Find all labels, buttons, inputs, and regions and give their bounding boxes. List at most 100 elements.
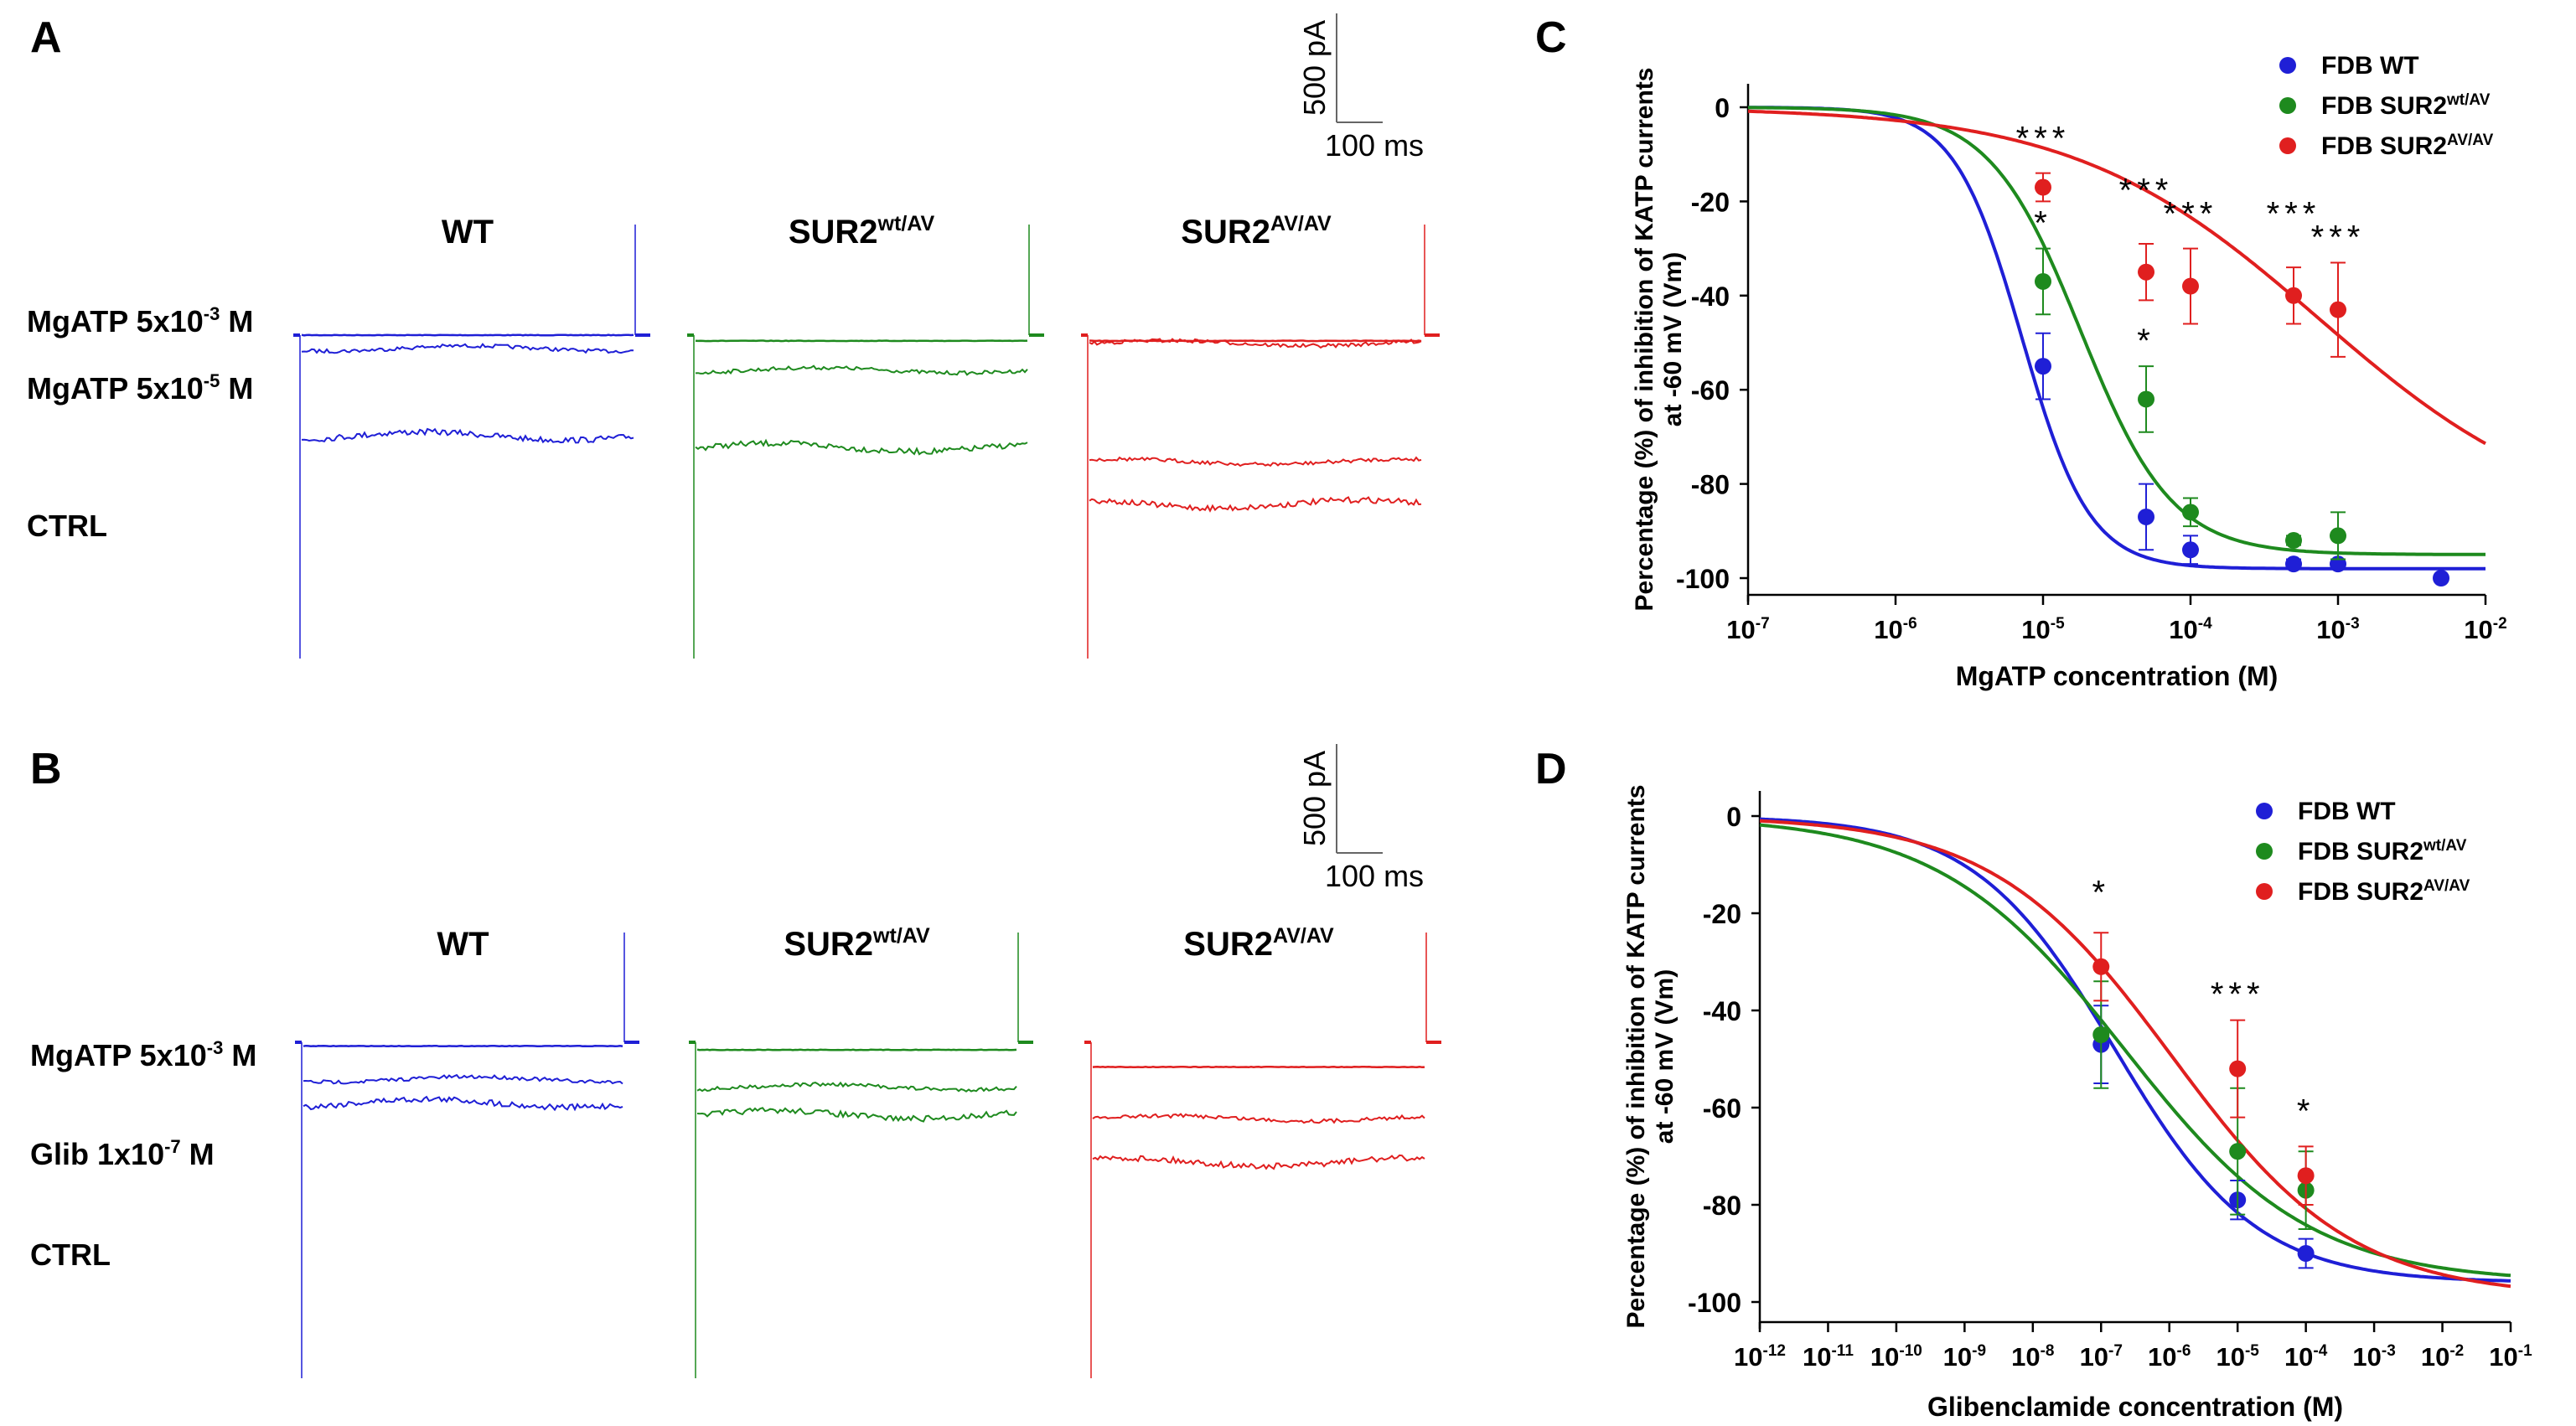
row-label: MgATP 5x10-3 M [27,303,253,338]
x-tick-label: 10-6 [1874,615,1916,644]
current-trace [695,438,1028,456]
data-point [2138,508,2155,525]
significance-marker: *** [2164,196,2218,233]
data-point [2182,277,2199,295]
y-tick-label: 0 [1726,802,1741,832]
chart-panel-d: 0 -20 -40 -60 -80 -100 10-12 10-11 10-10 10-9 10-8… [1622,785,2532,1422]
scale-current-label: 500 pA [1297,20,1332,116]
significance-marker: * [2092,874,2110,911]
data-point [2297,1167,2315,1185]
x-tick-label: 10-3 [2352,1342,2395,1372]
current-trace [695,364,1028,376]
y-tick-label: -60 [1703,1093,1741,1124]
x-tick-label: 10-11 [1803,1342,1854,1372]
y-tick-label: -80 [1703,1191,1741,1221]
data-point [2330,527,2346,545]
data-point [2092,1026,2110,1043]
current-trace [1092,1113,1425,1124]
x-tick-label: 10-10 [1870,1342,1922,1372]
legend-label: FDB SUR2wt/AV [2321,91,2491,120]
data-point [2229,1143,2247,1160]
data-point [2433,570,2450,586]
data-point [2035,272,2051,290]
legend-label: FDB WT [2321,52,2419,80]
x-tick-label: 10-5 [2021,615,2065,644]
row-label: Glib 1x10-7 M [30,1136,215,1171]
x-tick-label: 10-12 [1734,1342,1786,1372]
y-axis-label-line1: Percentage (%) of inhibition of KATP cur… [1631,68,1658,612]
data-point [2285,555,2303,573]
current-trace [303,1073,623,1085]
x-tick-label: 10-4 [2169,615,2212,644]
row-label: MgATP 5x10-3 M [30,1037,256,1072]
row-label: CTRL [30,1237,111,1272]
current-trace [303,1095,623,1112]
group-label: SUR2wt/AV [784,924,930,963]
x-tick-label: 10-7 [2080,1342,2123,1372]
significance-marker: *** [2211,976,2265,1013]
x-tick-label: 10-6 [2148,1342,2191,1372]
row-label: MgATP 5x10-5 M [27,370,253,406]
group-label: SUR2AV/AV [1181,212,1332,251]
x-axis-label: MgATP concentration (M) [1956,661,2279,691]
data-point [2138,263,2155,281]
data-point [2092,958,2110,975]
significance-marker: * [2137,323,2155,359]
x-tick-label: 10-9 [1943,1342,1986,1372]
y-tick-label: -80 [1691,470,1730,500]
data-point [2182,541,2199,559]
group-label: SUR2AV/AV [1183,924,1334,963]
data-point [2297,1245,2315,1262]
current-trace [301,427,634,444]
current-trace [696,1081,1017,1093]
panel-letter-b: B [30,745,62,793]
x-tick-label: 10-2 [2464,615,2506,644]
y-axis-label-line2: at -60 mV (Vm) [1659,252,1687,426]
legend-marker [2279,137,2296,154]
significance-marker: *** [2267,196,2321,233]
current-trace [301,333,634,337]
row-label: CTRL [27,509,107,543]
legend-marker [2256,843,2273,860]
chart-panel-c: 0 -20 -40 -60 -80 -100 10-7 10-6 10-5 10-4 10-3 10-… [1631,52,2507,691]
data-point [2182,504,2199,521]
y-tick-label: -60 [1691,375,1730,406]
legend-label: FDB SUR2wt/AV [2298,837,2467,865]
traces-panel-a: 500 pA 100 ms MgATP 5x10-3 M MgATP 5x10-5 M… [27,13,1440,659]
y-tick-label: -40 [1691,282,1730,312]
current-trace [696,1107,1017,1123]
y-tick-label: -100 [1688,1288,1741,1318]
significance-marker: * [2297,1093,2315,1129]
current-trace [1089,456,1422,468]
current-trace [1092,1154,1425,1170]
x-tick-label: 10-7 [1726,615,1769,644]
x-axis-label: Glibenclamide concentration (M) [1927,1392,2343,1422]
data-point [2035,178,2051,196]
traces-panel-b: 500 pA 100 ms MgATP 5x10-3 M Glib 1x10-7 M C… [30,744,1441,1378]
legend-marker [2279,57,2296,74]
data-point [2229,1060,2247,1077]
x-tick-label: 10-2 [2421,1342,2464,1372]
scale-time-label: 100 ms [1325,859,1424,893]
scale-time-label: 100 ms [1325,128,1424,163]
y-axis-label-line1: Percentage (%) of inhibition of KATP cur… [1622,785,1650,1329]
legend-label: FDB SUR2AV/AV [2298,877,2470,906]
legend-marker [2256,883,2273,900]
fit-curve [1759,819,2511,1289]
significance-marker: *** [2016,121,2071,158]
x-tick-label: 10-1 [2489,1342,2532,1372]
y-tick-label: -100 [1676,564,1730,594]
panel-letter-d: D [1535,745,1567,793]
data-point [2035,358,2051,375]
group-label: WT [437,926,489,963]
significance-marker: *** [2311,220,2366,256]
current-trace [1089,338,1422,349]
current-trace [696,1048,1017,1051]
significance-marker: * [2034,205,2052,242]
significance-marker: *** [2119,172,2174,209]
legend-label: FDB SUR2AV/AV [2321,132,2494,160]
legend-marker [2279,97,2296,114]
data-point [2285,287,2303,304]
legend-label: FDB WT [2298,798,2396,825]
